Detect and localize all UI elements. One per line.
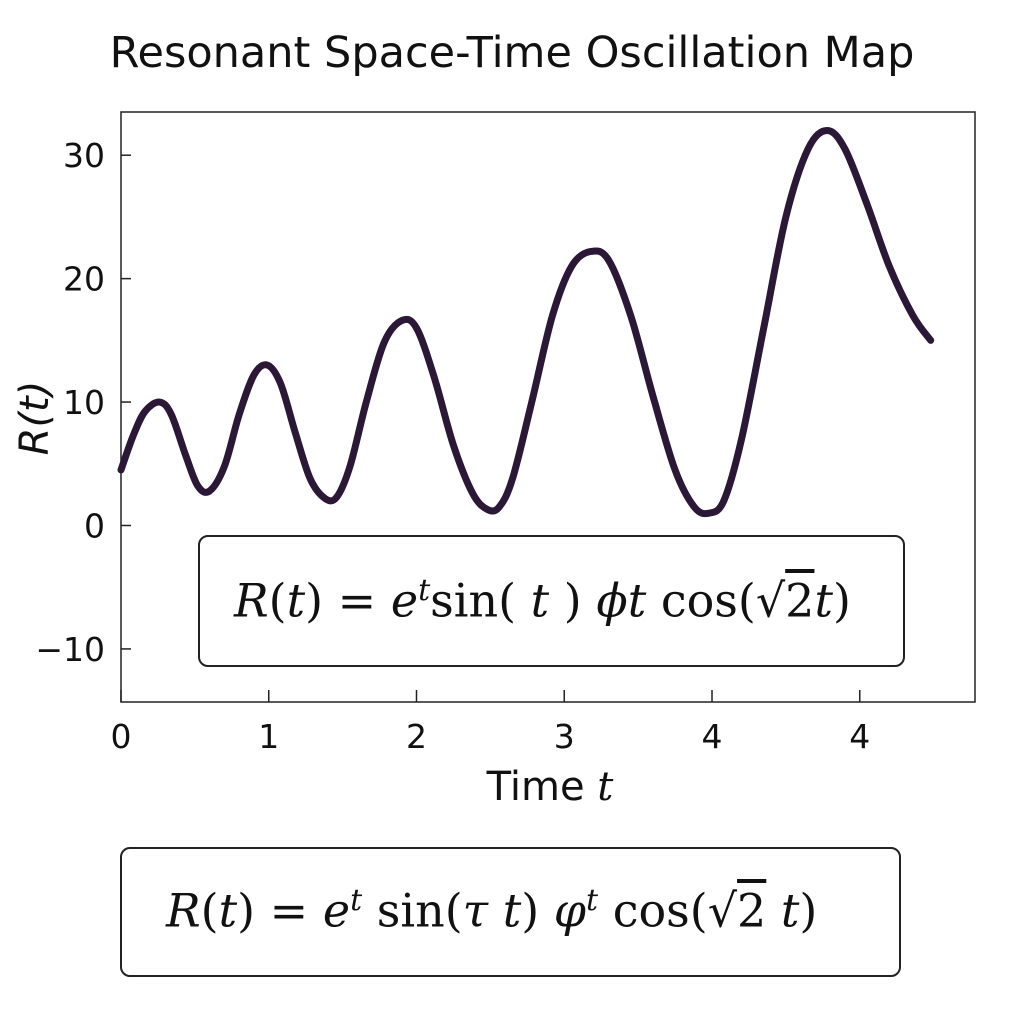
x-axis-label-var: t [597, 764, 614, 810]
x-tick-label: 3 [554, 717, 575, 756]
formula-below: R(t) = et sin(τ t) φt cos(√2 t) [166, 883, 818, 938]
formula-box-below: R(t) = et sin(τ t) φt cos(√2 t) [120, 847, 901, 977]
y-tick-label: −10 [35, 630, 105, 669]
y-tick-label: 30 [63, 136, 105, 175]
y-axis-ticks: 30 20 10 0 −10 [35, 136, 131, 669]
chart-title: Resonant Space-Time Oscillation Map [109, 28, 915, 78]
y-tick-label: 20 [63, 260, 105, 299]
x-tick-label: 4 [702, 717, 723, 756]
x-axis-label: Time t [486, 764, 615, 810]
y-axis-label: R(t) [12, 381, 58, 456]
y-tick-label: 10 [63, 383, 105, 422]
x-axis-label-text: Time [486, 764, 585, 810]
formula-box-in-plot: R(t) = etsin( t ) ϕt cos(√2t) [198, 535, 905, 667]
x-tick-label: 4 [849, 717, 870, 756]
x-axis-ticks: 0 1 2 3 4 4 [111, 690, 870, 756]
x-tick-label: 1 [258, 717, 279, 756]
series-line [117, 127, 935, 518]
formula-in-plot: R(t) = etsin( t ) ϕt cos(√2t) [234, 573, 851, 628]
x-tick-label: 2 [406, 717, 427, 756]
x-tick-label: 0 [111, 717, 132, 756]
plot-frame [120, 111, 976, 703]
y-tick-label: 0 [84, 506, 105, 545]
